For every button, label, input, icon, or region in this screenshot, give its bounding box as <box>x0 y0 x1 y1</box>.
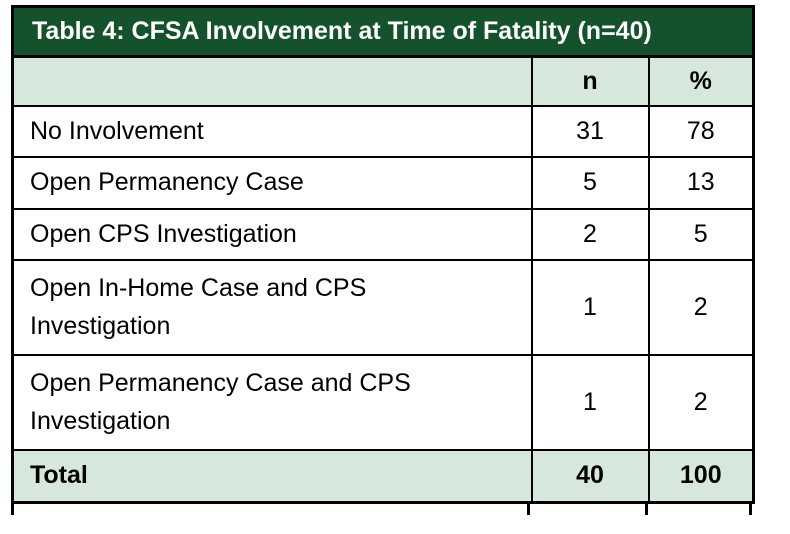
row-n-value: 1 <box>530 259 650 356</box>
row-percent-value: 2 <box>647 354 755 451</box>
total-percent-value: 100 <box>647 449 755 503</box>
row-n-value: 5 <box>530 156 650 210</box>
row-percent-value: 78 <box>647 104 755 158</box>
row-n-value: 1 <box>530 354 650 451</box>
column-header-n: n <box>530 55 650 107</box>
total-label: Total <box>11 449 533 503</box>
table-title-row: Table 4: CFSA Involvement at Time of Fat… <box>11 5 755 58</box>
table-row: Open Permanency Case and CPS Investigati… <box>11 354 755 451</box>
row-label: Open Permanency Case <box>11 156 533 210</box>
row-percent-value: 13 <box>647 156 755 210</box>
border-stub <box>645 503 648 515</box>
column-header-row: n % <box>11 55 755 107</box>
table-row: Open CPS Investigation 2 5 <box>11 207 755 261</box>
row-n-value: 31 <box>530 104 650 158</box>
total-row: Total 40 100 <box>11 449 755 503</box>
fatality-table-container: Table 4: CFSA Involvement at Time of Fat… <box>11 5 756 515</box>
row-label: Open CPS Investigation <box>11 207 533 261</box>
table-row: Open In-Home Case and CPS Investigation … <box>11 259 755 356</box>
row-n-value: 2 <box>530 207 650 261</box>
table-title: Table 4: CFSA Involvement at Time of Fat… <box>11 5 755 58</box>
row-label: Open Permanency Case and CPS Investigati… <box>11 354 533 451</box>
row-label: No Involvement <box>11 104 533 158</box>
column-header-label <box>11 55 533 107</box>
row-percent-value: 5 <box>647 207 755 261</box>
table-row: No Involvement 31 78 <box>11 104 755 158</box>
border-stub <box>749 503 752 515</box>
total-n-value: 40 <box>530 449 650 503</box>
row-percent-value: 2 <box>647 259 755 356</box>
cfsa-involvement-table: Table 4: CFSA Involvement at Time of Fat… <box>11 5 756 504</box>
border-stub <box>527 503 530 515</box>
row-label: Open In-Home Case and CPS Investigation <box>11 259 533 356</box>
table-row: Open Permanency Case 5 13 <box>11 156 755 210</box>
border-stub <box>11 503 14 515</box>
column-header-percent: % <box>647 55 755 107</box>
